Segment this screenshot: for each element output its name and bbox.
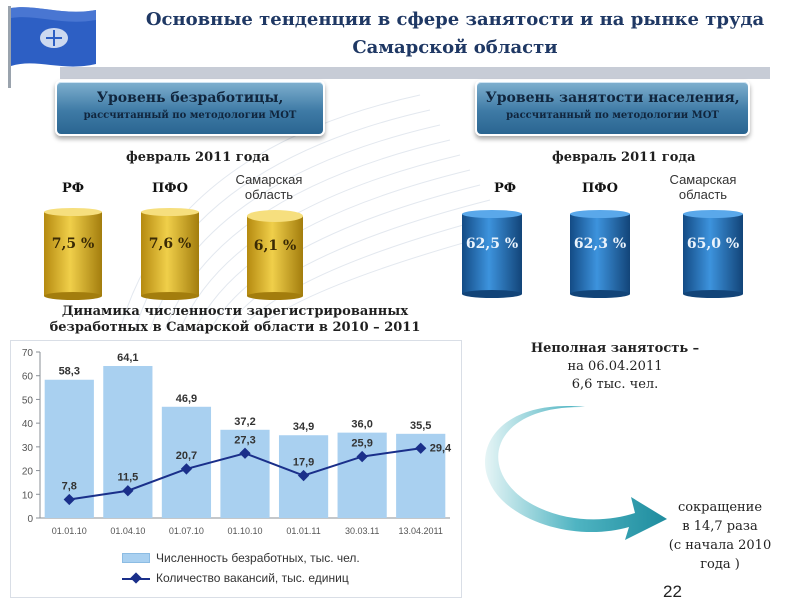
employment-label-samara: Самарская область — [669, 172, 737, 202]
y-tick-label: 10 — [22, 490, 34, 501]
reduction-line-2: в 14,7 раза — [682, 519, 758, 534]
x-tick-label: 13.04.2011 — [399, 526, 443, 536]
bar-data-label: 64,1 — [117, 352, 138, 364]
employment-value-rf: 62,5 % — [465, 236, 519, 252]
y-tick-label: 40 — [22, 419, 34, 430]
bar-data-label: 34,9 — [293, 421, 314, 433]
employment-label-pfo: ПФО — [582, 181, 618, 196]
unemployment-label-pfo: ПФО — [152, 181, 188, 196]
unemployment-header: Уровень безработицы, рассчитанный по мет… — [55, 80, 325, 136]
bar-data-label: 36,0 — [351, 419, 372, 431]
unemployment-cylinder-samara: 6,1 % — [247, 210, 303, 300]
employment-cylinder-pfo: 62,3 % — [570, 210, 630, 298]
employment-cylinder-rf: 62,5 % — [462, 210, 522, 298]
page-title: Основные тенденции в сфере занятости и н… — [110, 6, 800, 62]
vacancies-point — [356, 450, 368, 463]
unemployment-cylinder-pfo: 7,6 % — [141, 208, 199, 300]
vacancies-data-label: 17,9 — [293, 457, 314, 469]
legend-label-unemployed: Численность безработных, тыс. чел. — [156, 551, 360, 565]
bar-data-label: 35,5 — [410, 420, 431, 432]
y-tick-label: 30 — [22, 443, 34, 454]
unemployment-header-title: Уровень безработицы, — [96, 90, 284, 106]
bar-data-label: 37,2 — [234, 416, 255, 428]
employment-header-title: Уровень занятости населения, — [485, 90, 740, 106]
reduction-line-4: года ) — [700, 557, 740, 572]
employment-header-subtitle: рассчитанный по методологии МОТ — [506, 110, 719, 121]
vacancies-data-label: 11,5 — [117, 472, 138, 484]
legend-label-vacancies: Количество вакансий, тыс. единиц — [156, 571, 349, 585]
y-tick-label: 70 — [22, 348, 34, 359]
bar-data-label: 58,3 — [59, 366, 80, 378]
employment-value-samara: 65,0 % — [686, 236, 740, 252]
x-tick-label: 30.03.11 — [345, 526, 379, 536]
y-tick-label: 20 — [22, 467, 34, 478]
unemployment-value-pfo: 7,6 % — [148, 236, 192, 252]
flag-icon — [8, 6, 96, 88]
part-time-note: Неполная занятость – на 06.04.2011 6,6 т… — [505, 340, 725, 394]
vacancies-point — [415, 442, 427, 454]
bar-unemployed — [220, 429, 270, 518]
employment-label-rf: РФ — [493, 181, 517, 196]
x-tick-label: 01.04.10 — [110, 526, 145, 536]
bar-data-label: 46,9 — [176, 393, 197, 405]
unemployment-label-samara: Самарская область — [235, 172, 303, 202]
y-tick-label: 0 — [27, 514, 33, 525]
bar-unemployed — [337, 432, 387, 518]
employment-period: февраль 2011 года — [552, 150, 696, 165]
title-line-2: Самарской области — [352, 37, 558, 58]
y-tick-label: 50 — [22, 395, 34, 406]
unemployment-period: февраль 2011 года — [126, 150, 270, 165]
unemployment-cylinder-rf: 7,5 % — [44, 208, 102, 300]
note-title: Неполная занятость – — [530, 341, 700, 356]
x-tick-label: 01.01.11 — [286, 526, 320, 536]
vacancies-point — [239, 447, 251, 459]
reduction-line-3: (с начала 2010 — [668, 538, 772, 553]
unemployment-header-subtitle: рассчитанный по методологии МОТ — [83, 110, 297, 121]
note-value: 6,6 тыс. чел. — [571, 377, 659, 392]
legend-swatch-bar — [122, 553, 150, 563]
title-divider — [60, 67, 770, 79]
unemployment-label-rf: РФ — [61, 181, 85, 196]
curved-arrow-icon — [485, 406, 667, 540]
x-tick-label: 01.07.10 — [169, 526, 204, 536]
unemployment-value-samara: 6,1 % — [253, 238, 297, 254]
note-date: на 06.04.2011 — [567, 359, 663, 374]
vacancies-data-label: 20,7 — [176, 450, 197, 462]
unemployment-value-rf: 7,5 % — [51, 236, 95, 252]
x-tick-label: 01.01.10 — [52, 526, 87, 536]
vacancies-data-label: 7,8 — [62, 481, 77, 493]
vacancies-data-label: 25,9 — [351, 438, 372, 450]
x-tick-label: 01.10.10 — [227, 526, 262, 536]
y-tick-label: 60 — [22, 372, 34, 383]
chart-title: Динамика численности зарегистрированных … — [49, 304, 421, 351]
vacancies-point — [180, 463, 193, 475]
reduction-note: сокращение в 14,7 раза (с начала 2010 го… — [655, 498, 785, 574]
vacancies-data-label: 29,4 — [430, 442, 452, 454]
page-number: 22 — [663, 582, 682, 600]
vacancies-point — [297, 469, 310, 482]
title-line-1: Основные тенденции в сфере занятости и н… — [145, 9, 765, 30]
vacancies-data-label: 27,3 — [234, 434, 255, 446]
employment-header: Уровень занятости населения, рассчитанны… — [475, 80, 750, 136]
bar-unemployed — [161, 406, 212, 518]
employment-value-pfo: 62,3 % — [573, 236, 627, 252]
reduction-line-1: сокращение — [677, 500, 763, 515]
employment-cylinder-samara: 65,0 % — [683, 210, 743, 298]
